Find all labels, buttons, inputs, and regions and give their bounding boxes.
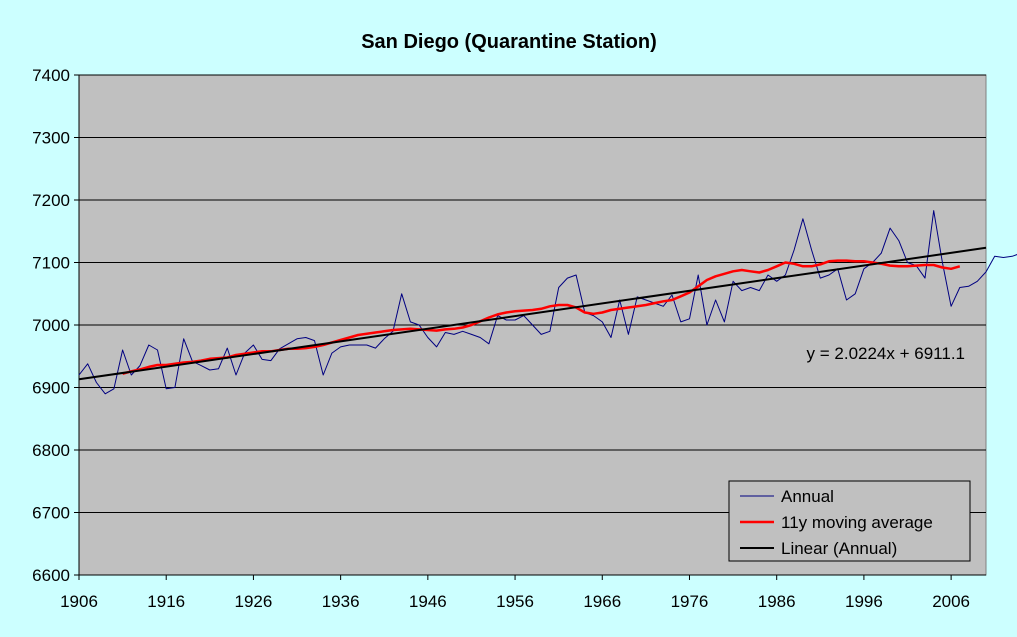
chart-title: San Diego (Quarantine Station)	[361, 31, 657, 53]
y-tick-label: 7400	[32, 66, 70, 85]
y-tick-label: 6600	[32, 566, 70, 585]
x-tick-label: 1956	[496, 592, 534, 611]
series-layer	[78, 210, 1017, 395]
y-tick-label: 6800	[32, 441, 70, 460]
x-tick-label: 1906	[60, 592, 98, 611]
y-tick-label: 6700	[32, 504, 70, 523]
x-tick-label: 1926	[235, 592, 273, 611]
x-tick-label: 1916	[147, 592, 185, 611]
y-tick-label: 7300	[32, 129, 70, 148]
y-tick-label: 7000	[32, 316, 70, 335]
legend-label: 11y moving average	[781, 513, 933, 532]
legend-label: Linear (Annual)	[781, 539, 897, 558]
x-tick-label: 1936	[322, 592, 360, 611]
y-tick-label: 7200	[32, 191, 70, 210]
legend-item-annual: Annual	[740, 487, 834, 506]
x-tick-label: 1966	[583, 592, 621, 611]
x-tick-label: 1976	[671, 592, 709, 611]
x-tick-label: 1996	[845, 592, 883, 611]
annual-series-line	[78, 210, 1017, 395]
x-axis: 1906 1916 1926 1936 1946 1956 1966 1976 1986 1996…	[60, 574, 986, 611]
x-tick-label: 1946	[409, 592, 447, 611]
y-tick-label: 6900	[32, 379, 70, 398]
y-axis: 6600 6700 6800 6900 7000 7100 7200 7300 7400	[32, 66, 80, 585]
moving-average-series-line	[122, 259, 961, 376]
legend-item-moving-average: 11y moving average	[740, 513, 933, 532]
legend: Annual 11y moving average Linear (Annual)	[728, 480, 971, 562]
x-tick-label: 1986	[758, 592, 796, 611]
legend-item-linear: Linear (Annual)	[740, 539, 897, 558]
x-tick-label: 2006	[932, 592, 970, 611]
y-tick-label: 7100	[32, 254, 70, 273]
trendline-equation: y = 2.0224x + 6911.1	[807, 344, 965, 363]
linear-trendline	[78, 246, 987, 381]
legend-label: Annual	[781, 487, 834, 506]
